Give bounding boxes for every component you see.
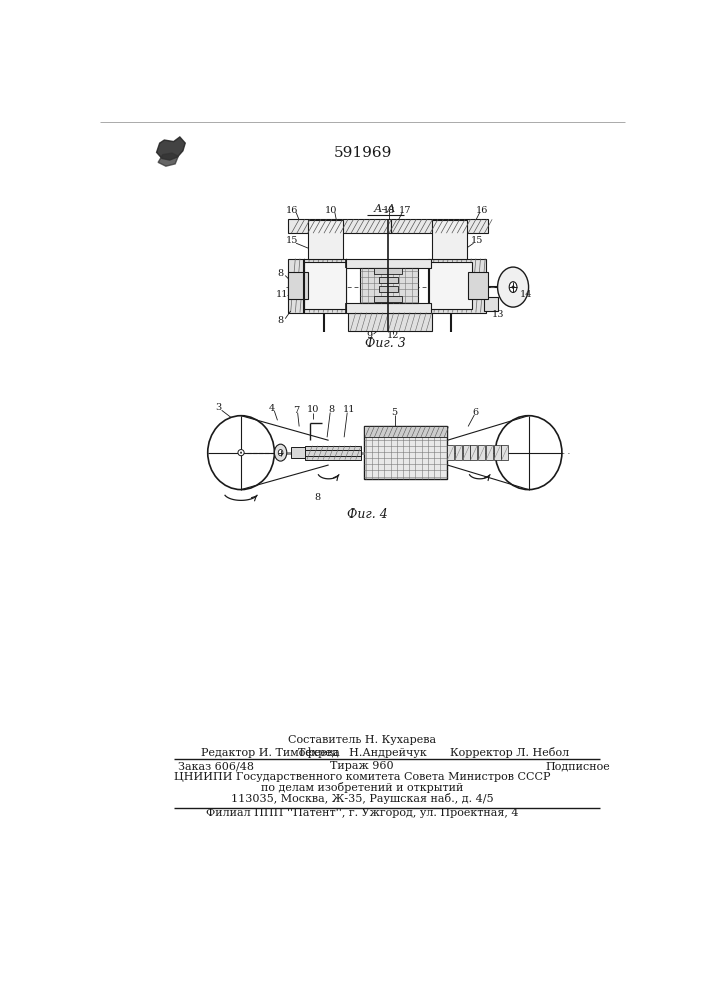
Bar: [448, 445, 454, 460]
Text: 9: 9: [367, 331, 373, 340]
Bar: [478, 445, 485, 460]
Text: 15: 15: [286, 236, 298, 245]
Bar: [288, 219, 391, 233]
Bar: [363, 426, 448, 437]
Text: Фиг. 4: Фиг. 4: [347, 508, 387, 521]
Text: 11: 11: [342, 405, 355, 414]
Polygon shape: [156, 137, 185, 160]
Bar: [374, 268, 402, 274]
Bar: [379, 277, 397, 283]
Bar: [486, 445, 493, 460]
Bar: [462, 445, 469, 460]
Bar: [288, 272, 308, 299]
Text: 6: 6: [473, 408, 479, 417]
Ellipse shape: [240, 452, 242, 453]
Bar: [363, 426, 448, 479]
Text: 11: 11: [276, 290, 288, 299]
Bar: [308, 220, 343, 259]
Text: 4: 4: [269, 404, 275, 413]
Text: по делам изобретений и открытий: по делам изобретений и открытий: [261, 782, 463, 793]
Text: ЦНИИПИ Государственного комитета Совета Министров СССР: ЦНИИПИ Государственного комитета Совета …: [174, 772, 550, 782]
Bar: [305, 446, 361, 460]
Bar: [288, 259, 346, 312]
Bar: [429, 262, 472, 309]
Text: Заказ 606/48: Заказ 606/48: [177, 761, 254, 771]
Text: 18: 18: [383, 206, 395, 215]
Text: Подписное: Подписное: [546, 761, 610, 771]
Ellipse shape: [238, 450, 244, 456]
Text: 3: 3: [216, 403, 222, 412]
Text: 591969: 591969: [334, 146, 392, 160]
Text: Корректор Л. Небол: Корректор Л. Небол: [450, 747, 569, 758]
Ellipse shape: [495, 416, 562, 490]
Text: 7: 7: [293, 406, 299, 415]
Bar: [304, 262, 346, 309]
Bar: [379, 286, 397, 292]
Text: 5: 5: [392, 408, 397, 417]
Text: 8: 8: [278, 269, 284, 278]
Bar: [501, 445, 508, 460]
Ellipse shape: [208, 416, 274, 490]
Text: 13: 13: [491, 310, 504, 319]
Bar: [291, 447, 305, 458]
Text: 14: 14: [520, 290, 532, 299]
Text: 16: 16: [286, 206, 298, 215]
Text: Редактор И. Тимофеева: Редактор И. Тимофеева: [201, 747, 339, 758]
Text: 16: 16: [476, 206, 489, 215]
Bar: [470, 445, 477, 460]
Text: 8: 8: [329, 405, 335, 414]
Bar: [391, 219, 488, 233]
Text: 10: 10: [307, 405, 320, 414]
Polygon shape: [158, 153, 178, 166]
Text: Филиал ППП ''Патент'', г. Ужгород, ул. Проектная, 4: Филиал ППП ''Патент'', г. Ужгород, ул. П…: [206, 808, 518, 818]
Bar: [493, 445, 501, 460]
Text: Фиг. 3: Фиг. 3: [365, 337, 406, 350]
Ellipse shape: [512, 286, 514, 288]
Text: 113035, Москва, Ж-35, Раушская наб., д. 4/5: 113035, Москва, Ж-35, Раушская наб., д. …: [230, 793, 493, 804]
Bar: [346, 303, 431, 312]
Text: 8: 8: [314, 493, 320, 502]
Ellipse shape: [509, 282, 517, 292]
Bar: [428, 259, 486, 312]
Text: Тираж 960: Тираж 960: [330, 761, 394, 771]
Text: 17: 17: [398, 206, 411, 215]
Text: А–А: А–А: [374, 204, 397, 214]
Text: 12: 12: [387, 331, 399, 340]
Bar: [484, 297, 498, 311]
Bar: [455, 445, 462, 460]
Text: Составитель Н. Кухарева: Составитель Н. Кухарева: [288, 735, 436, 745]
Ellipse shape: [498, 267, 529, 307]
Text: Техред   Н.Андрейчук: Техред Н.Андрейчук: [298, 748, 426, 758]
Bar: [346, 259, 431, 268]
Bar: [305, 450, 361, 456]
Text: 15: 15: [470, 236, 483, 245]
Bar: [433, 220, 467, 259]
Bar: [360, 268, 418, 303]
Bar: [348, 312, 432, 331]
Bar: [374, 296, 402, 302]
Text: 8: 8: [278, 316, 284, 325]
Ellipse shape: [279, 450, 283, 456]
Bar: [468, 272, 488, 299]
Text: 10: 10: [325, 206, 337, 215]
Ellipse shape: [274, 444, 287, 461]
